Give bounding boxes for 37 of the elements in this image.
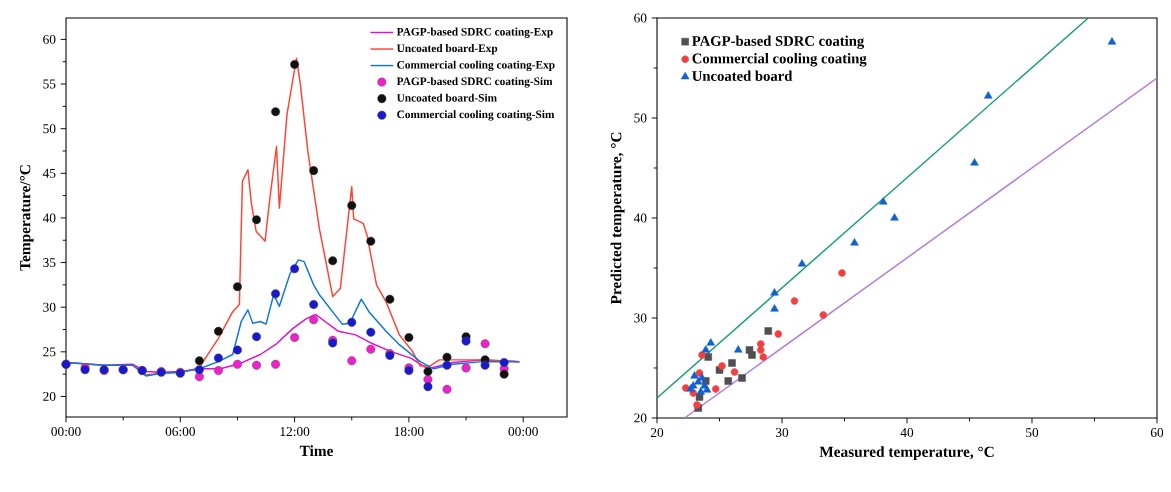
- y-tick-label: 50: [43, 124, 56, 134]
- x-tick-label: 12:00: [280, 427, 310, 437]
- y-axis-title: Temperature/°C: [20, 165, 34, 271]
- legend-label: Uncoated board-Sim: [396, 93, 497, 102]
- x-tick-label: 20: [650, 428, 664, 438]
- y-axis-title: Predicted temperature, °C: [610, 132, 625, 305]
- x-tick-label: 50: [1026, 428, 1039, 438]
- legend-label: PAGP-based SDRC coating: [692, 35, 865, 50]
- legend-label: Commercial cooling coating: [692, 53, 867, 67]
- legend-label: Uncoated board: [692, 70, 793, 81]
- y-tick-label: 35: [43, 258, 56, 268]
- legend-label: PAGP-based SDRC coating-Exp: [396, 27, 553, 38]
- y-tick-label: 45: [42, 168, 56, 178]
- legend-label: Commercial cooling coating-Sim: [397, 110, 555, 121]
- x-tick-label: 30: [775, 428, 789, 438]
- x-tick-label: 00:00: [508, 427, 538, 437]
- x-axis-title: Time: [299, 445, 333, 457]
- legend-label: PAGP-based SDRC coating-Sim: [396, 77, 553, 88]
- x-tick-label: 00:00: [51, 427, 81, 437]
- legend-label: Commercial cooling coating-Exp: [397, 60, 555, 72]
- x-tick-label: 40: [900, 428, 914, 438]
- x-tick-label: 18:00: [394, 427, 424, 437]
- y-tick-label: 40: [633, 213, 647, 223]
- y-tick-label: 25: [43, 347, 56, 357]
- y-tick-label: 30: [634, 313, 647, 323]
- y-tick-label: 50: [634, 113, 647, 123]
- x-tick-label: 06:00: [165, 427, 195, 437]
- y-tick-label: 30: [43, 302, 56, 312]
- y-tick-label: 55: [43, 79, 56, 89]
- y-tick-label: 20: [634, 413, 647, 423]
- x-axis-title: Measured temperature, °C: [819, 446, 994, 461]
- y-tick-label: 60: [43, 34, 56, 44]
- y-tick-label: 60: [634, 13, 647, 23]
- y-tick-label: 40: [42, 213, 56, 223]
- x-tick-label: 60: [1150, 428, 1164, 438]
- legend-label: Uncoated board-Exp: [396, 44, 498, 55]
- y-tick-label: 20: [43, 391, 56, 401]
